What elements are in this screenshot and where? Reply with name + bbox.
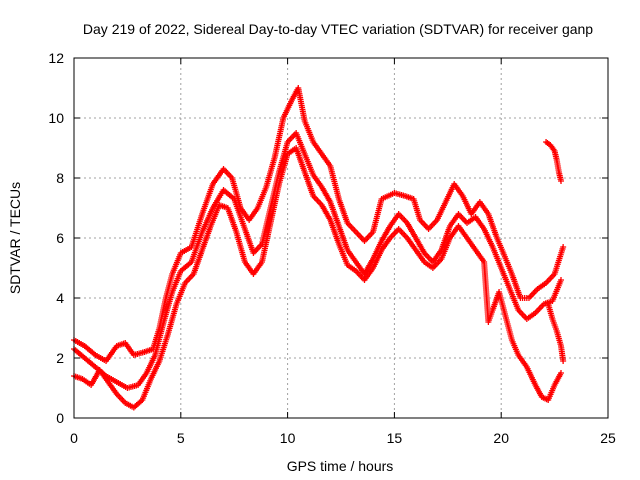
- y-tick-label: 12: [48, 50, 64, 66]
- y-tick-label: 2: [56, 350, 64, 366]
- y-axis-ticks: 0 2 4 6 8 10 12: [48, 50, 608, 426]
- data-points: [71, 85, 567, 411]
- x-tick-label: 0: [70, 430, 78, 446]
- x-axis-ticks: 0 5 10 15 20 25: [70, 58, 616, 446]
- x-tick-label: 15: [387, 430, 403, 446]
- x-tick-label: 25: [600, 430, 616, 446]
- x-tick-label: 10: [280, 430, 296, 446]
- data-point-marker: [560, 358, 567, 364]
- y-tick-label: 4: [56, 290, 64, 306]
- y-tick-label: 10: [48, 110, 64, 126]
- data-point-marker: [558, 277, 565, 283]
- x-tick-label: 5: [177, 430, 185, 446]
- data-point-marker: [560, 244, 567, 250]
- chart-title: Day 219 of 2022, Sidereal Day-to-day VTE…: [83, 21, 593, 37]
- data-point-marker: [558, 178, 565, 184]
- x-axis-label: GPS time / hours: [287, 458, 394, 474]
- y-tick-label: 6: [56, 230, 64, 246]
- x-tick-label: 20: [493, 430, 509, 446]
- y-tick-label: 0: [56, 410, 64, 426]
- y-tick-label: 8: [56, 170, 64, 186]
- y-axis-label: SDTVAR / TECUs: [7, 182, 23, 294]
- data-point-marker: [558, 370, 565, 376]
